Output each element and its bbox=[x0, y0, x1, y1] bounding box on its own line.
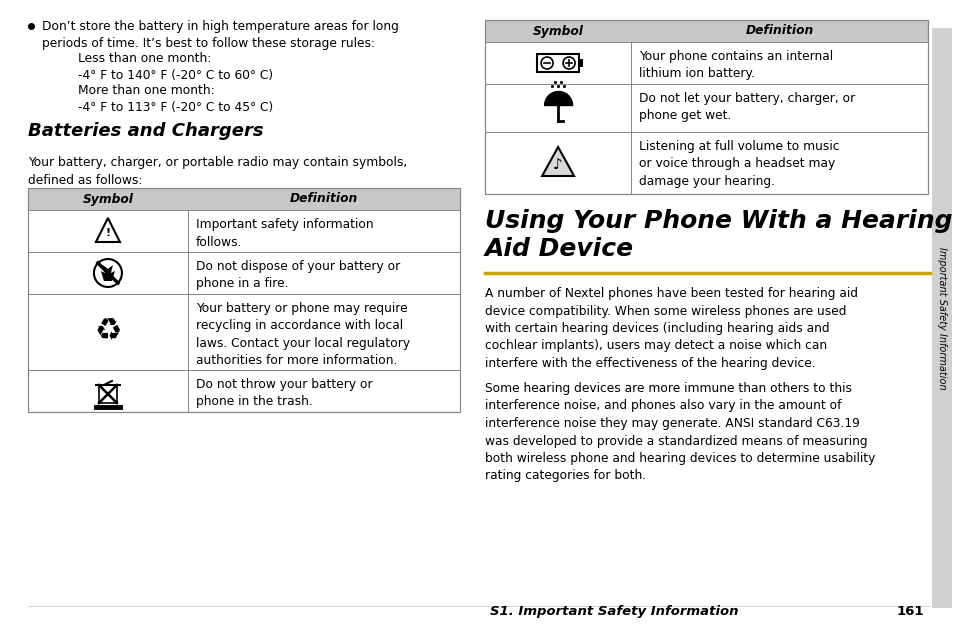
Bar bbox=[28, 188, 459, 412]
Bar bbox=[484, 20, 927, 42]
Bar bbox=[28, 210, 459, 252]
Bar bbox=[484, 20, 927, 194]
Text: Less than one month:
-4° F to 140° F (-20° C to 60° C): Less than one month: -4° F to 140° F (-2… bbox=[78, 52, 273, 83]
Bar bbox=[28, 370, 459, 412]
Text: Symbol: Symbol bbox=[82, 193, 133, 205]
Bar bbox=[484, 42, 927, 84]
Text: Your phone contains an internal
lithium ion battery.: Your phone contains an internal lithium … bbox=[639, 50, 832, 81]
Text: Your battery, charger, or portable radio may contain symbols,
defined as follows: Your battery, charger, or portable radio… bbox=[28, 156, 407, 186]
Bar bbox=[484, 84, 927, 132]
Text: Do not let your battery, charger, or
phone get wet.: Do not let your battery, charger, or pho… bbox=[639, 92, 855, 123]
Text: ♻: ♻ bbox=[94, 317, 121, 347]
Polygon shape bbox=[541, 147, 574, 176]
Text: Symbol: Symbol bbox=[532, 25, 583, 38]
Text: !: ! bbox=[105, 228, 111, 238]
Bar bbox=[28, 188, 459, 210]
Bar bbox=[28, 294, 459, 370]
Text: A number of Nextel phones have been tested for hearing aid
device compatibility.: A number of Nextel phones have been test… bbox=[484, 287, 857, 370]
PathPatch shape bbox=[101, 265, 114, 281]
Text: Don’t store the battery in high temperature areas for long
periods of time. It’s: Don’t store the battery in high temperat… bbox=[42, 20, 398, 50]
Text: Do not dispose of your battery or
phone in a fire.: Do not dispose of your battery or phone … bbox=[195, 260, 399, 291]
Text: Some hearing devices are more immune than others to this
interference noise, and: Some hearing devices are more immune tha… bbox=[484, 382, 875, 483]
Text: Aid Device: Aid Device bbox=[484, 237, 634, 261]
Text: Do not throw your battery or
phone in the trash.: Do not throw your battery or phone in th… bbox=[195, 378, 372, 408]
Text: ♪: ♪ bbox=[553, 158, 562, 172]
Text: Using Your Phone With a Hearing: Using Your Phone With a Hearing bbox=[484, 209, 951, 233]
Text: Your battery or phone may require
recycling in accordance with local
laws. Conta: Your battery or phone may require recycl… bbox=[195, 302, 410, 368]
Bar bbox=[99, 385, 117, 403]
Text: S1. Important Safety Information: S1. Important Safety Information bbox=[490, 605, 738, 618]
Text: Important Safety Information: Important Safety Information bbox=[936, 247, 946, 389]
Bar bbox=[28, 252, 459, 294]
Text: Batteries and Chargers: Batteries and Chargers bbox=[28, 122, 263, 140]
Bar bbox=[484, 132, 927, 194]
Bar bbox=[537, 54, 578, 72]
Text: Listening at full volume to music
or voice through a headset may
damage your hea: Listening at full volume to music or voi… bbox=[639, 140, 839, 188]
Text: More than one month:
-4° F to 113° F (-20° C to 45° C): More than one month: -4° F to 113° F (-2… bbox=[78, 84, 273, 114]
Text: Important safety information
follows.: Important safety information follows. bbox=[195, 218, 373, 249]
Text: 161: 161 bbox=[896, 605, 923, 618]
Text: Definition: Definition bbox=[744, 25, 813, 38]
Bar bbox=[578, 59, 582, 67]
Bar bbox=[931, 28, 951, 608]
Text: Definition: Definition bbox=[290, 193, 357, 205]
